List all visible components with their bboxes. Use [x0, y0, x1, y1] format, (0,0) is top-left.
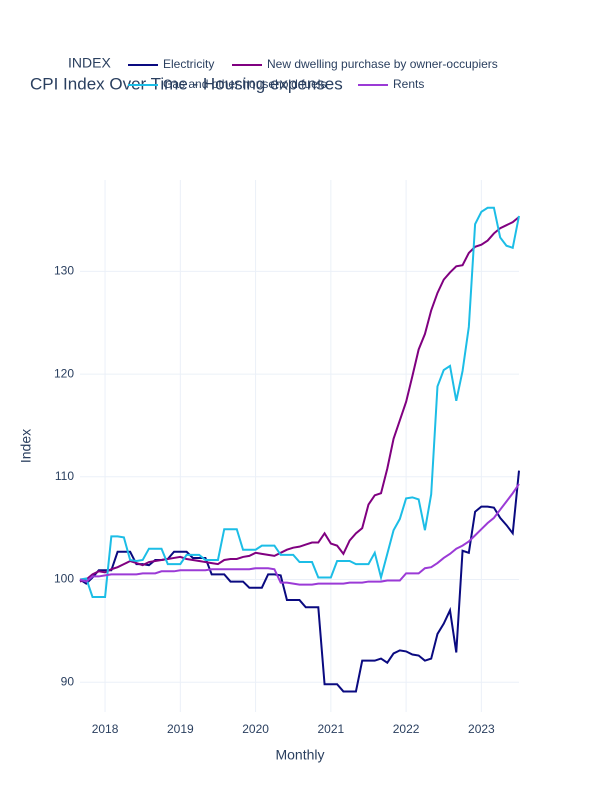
y-tick-label: 130 [54, 264, 74, 278]
x-tick-label: 2018 [92, 722, 119, 736]
legend-label: Electricity [163, 57, 214, 71]
x-tick-label: 2023 [468, 722, 495, 736]
legend-title: INDEX [68, 55, 111, 71]
series-line [79, 483, 520, 586]
legend-label: Gas and other household fuels [163, 77, 326, 91]
y-tick-label: 90 [61, 674, 75, 688]
y-axis-title: Index [18, 429, 34, 463]
x-tick-label: 2020 [242, 722, 269, 736]
legend-label: Rents [393, 77, 424, 91]
series-line [79, 206, 520, 598]
chart-title: CPI Index Over Time - Housing expenses [30, 74, 343, 93]
y-tick-label: 100 [54, 572, 74, 586]
y-tick-label: 110 [55, 469, 74, 483]
x-axis-title: Monthly [275, 747, 324, 763]
legend-label: New dwelling purchase by owner-occupiers [267, 57, 498, 71]
series-line [79, 216, 520, 583]
series-line [79, 470, 520, 693]
x-tick-label: 2021 [317, 722, 344, 736]
x-tick-label: 2022 [393, 722, 420, 736]
y-tick-label: 120 [54, 366, 74, 380]
x-tick-label: 2019 [167, 722, 194, 736]
